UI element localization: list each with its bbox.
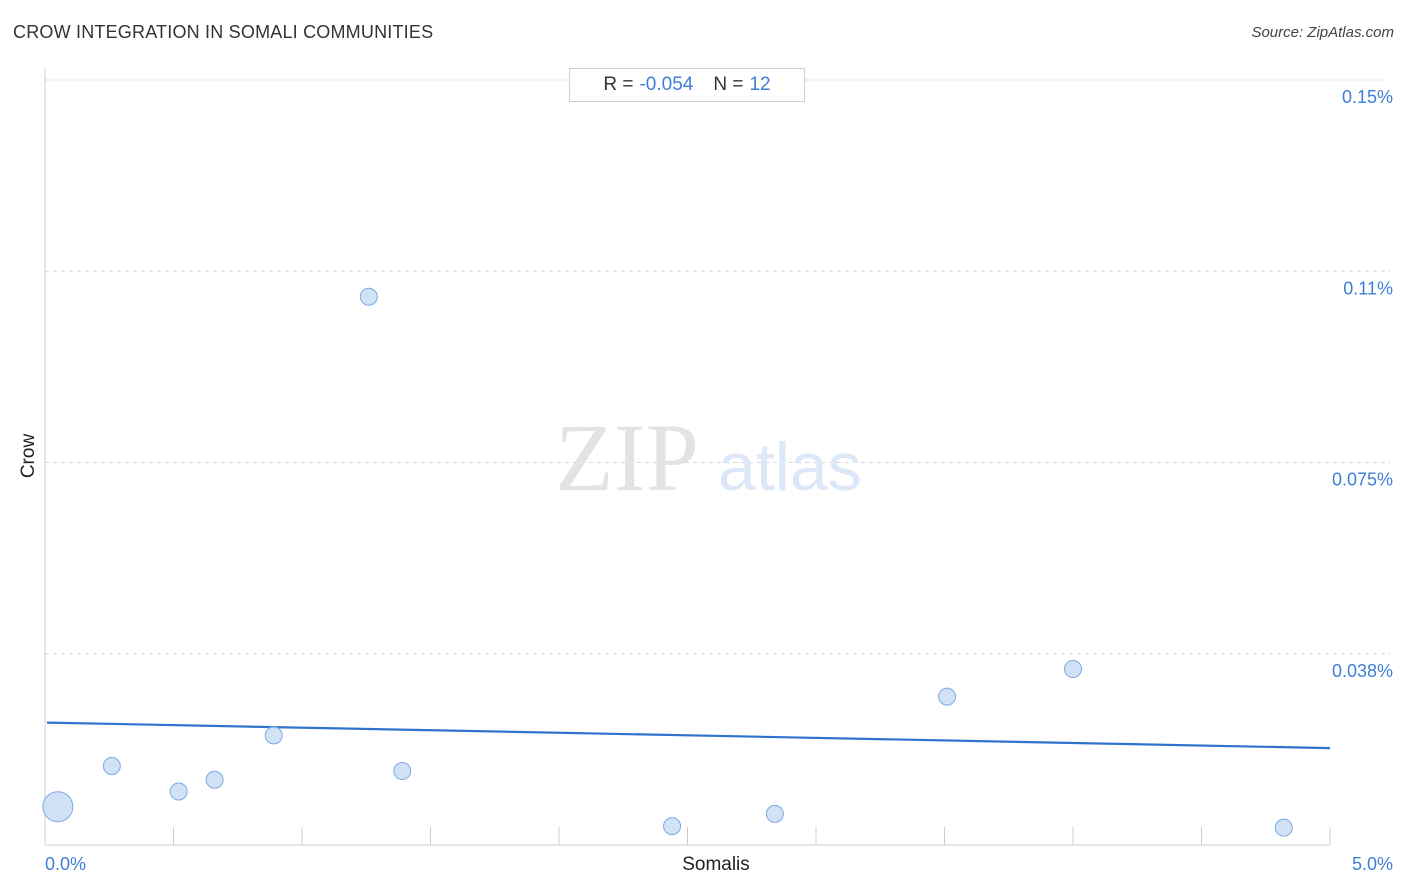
x-tick-marks <box>173 827 1331 845</box>
x-tick-label-1: 5.0% <box>1352 854 1393 874</box>
data-point-7[interactable] <box>663 817 682 836</box>
source-credit: Source: ZipAtlas.com <box>1251 24 1394 41</box>
data-point-10[interactable] <box>1064 660 1082 679</box>
data-point-2[interactable] <box>169 782 188 801</box>
x-axis-label: Somalis <box>682 854 750 875</box>
data-point-0[interactable] <box>42 791 74 823</box>
data-point-6[interactable] <box>393 762 412 781</box>
grid-lines <box>45 79 1390 655</box>
data-point-11[interactable] <box>1274 818 1293 837</box>
x-tick-label-0: 0.0% <box>45 854 86 874</box>
data-point-5[interactable] <box>359 287 378 306</box>
y-tick-label-1: 0.11% <box>1343 278 1393 298</box>
chart-title: CROW INTEGRATION IN SOMALI COMMUNITIES <box>13 22 434 42</box>
y-tick-label-0: 0.15% <box>1342 87 1393 107</box>
n-label: N = <box>713 74 744 95</box>
r-label: R = <box>603 74 634 95</box>
trendline-group <box>46 721 1331 750</box>
trendline <box>46 721 1331 750</box>
data-point-9[interactable] <box>938 687 957 706</box>
data-point-8[interactable] <box>765 804 784 823</box>
y-tick-label-2: 0.075% <box>1332 470 1393 490</box>
watermark: ZIP atlas <box>555 404 862 511</box>
watermark-atlas: atlas <box>718 429 862 505</box>
watermark-zip: ZIP <box>555 404 699 511</box>
y-tick-label-3: 0.038% <box>1332 661 1393 681</box>
stats-box: R = -0.054 N = 12 <box>569 68 805 102</box>
points-group <box>42 287 1293 837</box>
x-tick-labels: 0.0% 5.0% <box>45 854 1393 874</box>
data-point-1[interactable] <box>102 756 121 775</box>
data-point-3[interactable] <box>205 770 224 789</box>
y-tick-labels: 0.15% 0.11% 0.075% 0.038% <box>1332 87 1393 681</box>
n-value: 12 <box>749 74 771 95</box>
data-point-4[interactable] <box>264 726 283 745</box>
r-value: -0.054 <box>639 74 694 95</box>
y-axis-label: Crow <box>18 434 39 479</box>
